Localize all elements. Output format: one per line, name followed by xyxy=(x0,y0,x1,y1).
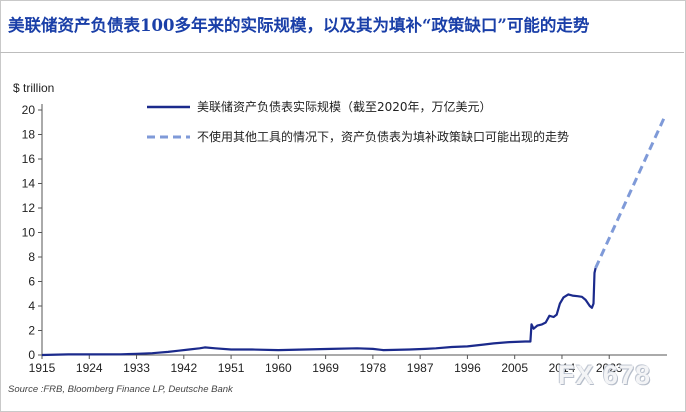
y-tick-label: 14 xyxy=(22,177,36,191)
x-tick-label: 2023 xyxy=(596,361,623,375)
y-tick-label: 12 xyxy=(22,201,36,215)
x-tick-label: 1960 xyxy=(265,361,292,375)
x-tick-label: 1987 xyxy=(407,361,434,375)
y-tick-label: 6 xyxy=(28,275,35,289)
x-tick-label: 1933 xyxy=(123,361,150,375)
y-tick-label: 4 xyxy=(28,299,35,313)
y-tick-label: 10 xyxy=(22,226,36,240)
y-tick-label: 18 xyxy=(22,128,36,142)
x-tick-label: 2014 xyxy=(549,361,576,375)
y-tick-label: 2 xyxy=(28,324,35,338)
page-title: 美联储资产负债表100多年来的实际规模，以及其为填补“政策缺口”可能的走势 xyxy=(8,16,590,35)
x-tick-label: 1942 xyxy=(170,361,197,375)
y-tick-label: 16 xyxy=(22,152,36,166)
x-tick-label: 1969 xyxy=(312,361,339,375)
y-tick-label: 20 xyxy=(22,103,36,117)
legend-label: 美联储资产负债表实际规模（截至2020年，万亿美元） xyxy=(197,99,492,114)
x-tick-label: 1951 xyxy=(218,361,245,375)
x-tick-label: 2005 xyxy=(501,361,528,375)
source-note: Source :FRB, Bloomberg Finance LP, Deuts… xyxy=(8,384,234,395)
series-line-projection xyxy=(594,116,666,269)
y-tick-label: 8 xyxy=(28,250,35,264)
title-divider xyxy=(0,52,684,53)
x-tick-label: 1996 xyxy=(454,361,481,375)
y-axis-label: $ trillion xyxy=(13,81,54,95)
x-tick-label: 1924 xyxy=(76,361,103,375)
legend-label: 不使用其他工具的情况下，资产负债表为填补政策缺口可能出现的走势 xyxy=(197,129,569,144)
x-tick-label: 1978 xyxy=(360,361,387,375)
series-line-actual xyxy=(41,267,597,357)
y-tick-label: 0 xyxy=(28,348,35,362)
x-tick-label: 1915 xyxy=(29,361,56,375)
watermark: FX 678 xyxy=(558,360,652,390)
